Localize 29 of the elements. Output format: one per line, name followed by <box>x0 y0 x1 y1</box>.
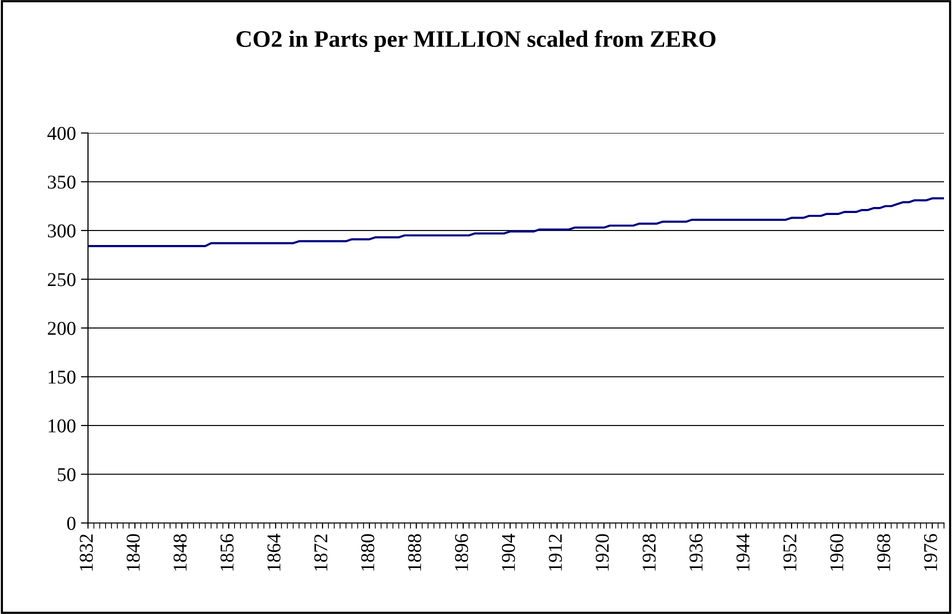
y-tick-label: 400 <box>47 126 76 140</box>
chart-title: CO2 in Parts per MILLION scaled from ZERO <box>236 30 716 52</box>
y-tick-label: 250 <box>48 273 76 286</box>
x-tick-label: 1904 <box>502 534 516 571</box>
x-tick-label: 1944 <box>736 534 750 571</box>
x-tick-label: 1888 <box>408 534 422 571</box>
x-tick-label: 1896 <box>454 534 468 571</box>
x-tick-label: 1880 <box>361 534 374 571</box>
y-tick-label: 200 <box>48 322 76 335</box>
x-tick-label: 1920 <box>596 534 609 571</box>
x-tick-label: 1912 <box>548 534 562 571</box>
y-tick-label: 350 <box>48 176 76 189</box>
y-tick-label: 100 <box>48 419 76 432</box>
x-tick-label: 1936 <box>690 534 703 571</box>
y-tick-label: 150 <box>48 370 76 384</box>
x-tick-label: 1976 <box>924 534 938 571</box>
x-tick-label: 1928 <box>642 534 656 571</box>
x-tick-label: 1848 <box>174 534 187 571</box>
x-tick-label: 1840 <box>126 534 140 571</box>
y-tick-label: 300 <box>48 224 76 238</box>
x-tick-label: 1968 <box>877 534 890 571</box>
x-tick-label: 1872 <box>314 534 328 571</box>
y-tick-label: 50 <box>58 468 76 482</box>
x-tick-label: 1864 <box>267 534 280 571</box>
x-tick-label: 1832 <box>80 534 93 571</box>
x-tick-label: 1952 <box>783 534 796 571</box>
x-tick-label: 1960 <box>830 534 844 571</box>
y-tick-label: 0 <box>67 516 76 530</box>
x-tick-label: 1856 <box>220 534 234 571</box>
